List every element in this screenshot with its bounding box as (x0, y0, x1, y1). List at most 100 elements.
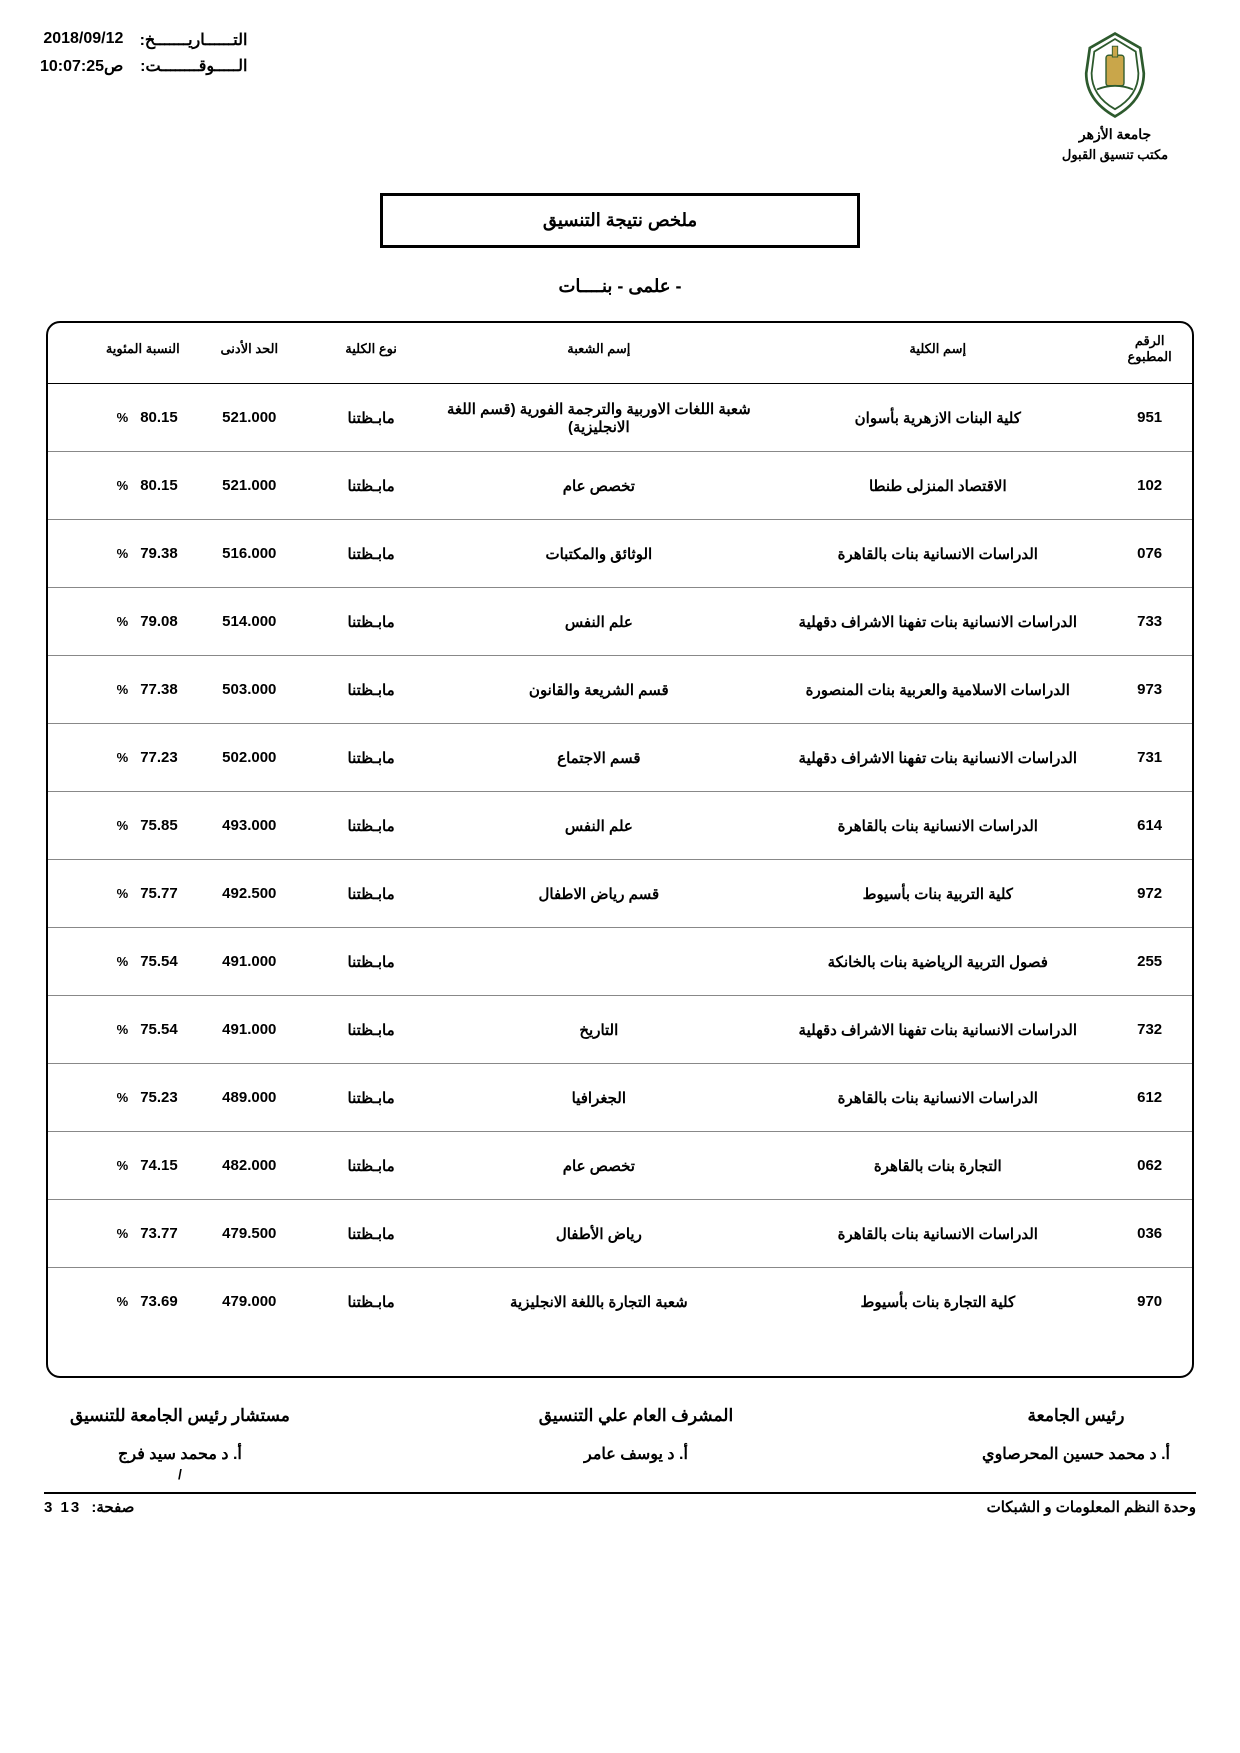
cell-min: 479.000 (186, 1268, 313, 1336)
signature-advisor: مستشار رئيس الجامعة للتنسيق أ. د محمد سي… (70, 1406, 290, 1482)
cell-type: مابـظتنا (313, 860, 430, 928)
cell-type: مابـظتنا (313, 1268, 430, 1336)
cell-college: كلية التربية بنات بأسيوط (768, 860, 1107, 928)
cell-dept (429, 928, 768, 996)
col-header-pct: النسبة المئوية (48, 323, 186, 384)
table-row: 102الاقتصاد المنزلى طنطاتخصص عاممابـظتنا… (48, 452, 1192, 520)
cell-college: الاقتصاد المنزلى طنطا (768, 452, 1107, 520)
cell-min: 489.000 (186, 1064, 313, 1132)
header-right-block: جامعة الأزهر مكتب تنسيق القبول (1030, 30, 1200, 163)
col-header-code: الرقم المطبوع (1107, 323, 1192, 384)
cell-pct: %75.85 (48, 792, 186, 860)
cell-code: 612 (1107, 1064, 1192, 1132)
table-header-row: الرقم المطبوع إسم الكلية إسم الشعبة نوع … (48, 323, 1192, 384)
cell-code: 255 (1107, 928, 1192, 996)
cell-college: كلية التجارة بنات بأسيوط (768, 1268, 1107, 1336)
table-row: 970كلية التجارة بنات بأسيوطشعبة التجارة … (48, 1268, 1192, 1336)
cell-college: الدراسات الاسلامية والعربية بنات المنصور… (768, 656, 1107, 724)
cell-type: مابـظتنا (313, 452, 430, 520)
cell-dept: علم النفس (429, 792, 768, 860)
cell-min: 492.500 (186, 860, 313, 928)
table-row: 973الدراسات الاسلامية والعربية بنات المن… (48, 656, 1192, 724)
cell-pct: %79.38 (48, 520, 186, 588)
cell-dept: شعبة اللغات الاوربية والترجمة الفورية (ق… (429, 384, 768, 452)
table-row: 255فصول التربية الرياضية بنات بالخانكةما… (48, 928, 1192, 996)
cell-college: الدراسات الانسانية بنات تفهنا الاشراف دق… (768, 724, 1107, 792)
cell-pct: %73.77 (48, 1200, 186, 1268)
cell-dept: علم النفس (429, 588, 768, 656)
signature-supervisor: المشرف العام علي التنسيق أ. د يوسف عامر (539, 1406, 733, 1482)
cell-dept: تخصص عام (429, 1132, 768, 1200)
cell-type: مابـظتنا (313, 1200, 430, 1268)
cell-type: مابـظتنا (313, 588, 430, 656)
cell-dept: قسم الاجتماع (429, 724, 768, 792)
cell-college: الدراسات الانسانية بنات بالقاهرة (768, 1064, 1107, 1132)
cell-pct: %75.54 (48, 996, 186, 1064)
cell-code: 102 (1107, 452, 1192, 520)
footer-page: صفحة: 3 13 (44, 1498, 134, 1516)
sig3-role: رئيس الجامعة (982, 1406, 1170, 1426)
cell-pct: %74.15 (48, 1132, 186, 1200)
cell-min: 503.000 (186, 656, 313, 724)
table-row: 036الدراسات الانسانية بنات بالقاهرةرياض … (48, 1200, 1192, 1268)
cell-type: مابـظتنا (313, 656, 430, 724)
subtitle: - علمى - بنــــات (40, 276, 1200, 297)
page-value: 3 13 (44, 1499, 81, 1516)
signature-president: رئيس الجامعة أ. د محمد حسين المحرصاوي (982, 1406, 1170, 1482)
cell-dept: التاريخ (429, 996, 768, 1064)
cell-type: مابـظتنا (313, 520, 430, 588)
table-row: 951كلية البنات الازهرية بأسوانشعبة اللغا… (48, 384, 1192, 452)
sig2-name: أ. د يوسف عامر (539, 1444, 733, 1464)
cell-code: 076 (1107, 520, 1192, 588)
footer-unit: وحدة النظم المعلومات و الشبكات (987, 1498, 1196, 1516)
cell-pct: %75.23 (48, 1064, 186, 1132)
cell-dept: الوثائق والمكتبات (429, 520, 768, 588)
cell-code: 732 (1107, 996, 1192, 1064)
cell-min: 491.000 (186, 996, 313, 1064)
cell-college: الدراسات الانسانية بنات تفهنا الاشراف دق… (768, 588, 1107, 656)
col-header-dept: إسم الشعبة (429, 323, 768, 384)
col-header-college: إسم الكلية (768, 323, 1107, 384)
cell-code: 972 (1107, 860, 1192, 928)
cell-min: 521.000 (186, 384, 313, 452)
cell-min: 479.500 (186, 1200, 313, 1268)
cell-min: 493.000 (186, 792, 313, 860)
university-logo (1070, 30, 1160, 120)
cell-type: مابـظتنا (313, 1064, 430, 1132)
results-table: الرقم المطبوع إسم الكلية إسم الشعبة نوع … (48, 323, 1192, 1336)
table-row: 733الدراسات الانسانية بنات تفهنا الاشراف… (48, 588, 1192, 656)
time-value: ص10:07:25 (40, 56, 123, 76)
date-value: 2018/09/12 (43, 30, 123, 50)
cell-code: 731 (1107, 724, 1192, 792)
cell-dept: تخصص عام (429, 452, 768, 520)
cell-code: 036 (1107, 1200, 1192, 1268)
time-label: الـــــوقــــــــت: (137, 56, 247, 76)
cell-min: 516.000 (186, 520, 313, 588)
cell-pct: %77.38 (48, 656, 186, 724)
col-header-type: نوع الكلية (313, 323, 430, 384)
page: جامعة الأزهر مكتب تنسيق القبول التــــــ… (0, 0, 1240, 1536)
cell-type: مابـظتنا (313, 996, 430, 1064)
office-name: مكتب تنسيق القبول (1030, 147, 1200, 163)
cell-min: 491.000 (186, 928, 313, 996)
results-table-wrap: الرقم المطبوع إسم الكلية إسم الشعبة نوع … (46, 321, 1194, 1378)
sig1-role: مستشار رئيس الجامعة للتنسيق (70, 1406, 290, 1426)
table-row: 062التجارة بنات بالقاهرةتخصص عاممابـظتنا… (48, 1132, 1192, 1200)
table-row: 612الدراسات الانسانية بنات بالقاهرةالجغر… (48, 1064, 1192, 1132)
cell-code: 062 (1107, 1132, 1192, 1200)
cell-min: 521.000 (186, 452, 313, 520)
table-row: 076الدراسات الانسانية بنات بالقاهرةالوثا… (48, 520, 1192, 588)
cell-college: فصول التربية الرياضية بنات بالخانكة (768, 928, 1107, 996)
cell-pct: %77.23 (48, 724, 186, 792)
sig1-slash: / (70, 1466, 290, 1482)
footer: وحدة النظم المعلومات و الشبكات صفحة: 3 1… (44, 1492, 1196, 1516)
col-header-min: الحد الأدنى (186, 323, 313, 384)
cell-code: 614 (1107, 792, 1192, 860)
cell-pct: %79.08 (48, 588, 186, 656)
title-box: ملخص نتيجة التنسيق (380, 193, 860, 248)
cell-college: التجارة بنات بالقاهرة (768, 1132, 1107, 1200)
cell-min: 502.000 (186, 724, 313, 792)
header: جامعة الأزهر مكتب تنسيق القبول التــــــ… (40, 30, 1200, 163)
cell-type: مابـظتنا (313, 384, 430, 452)
cell-pct: %80.15 (48, 452, 186, 520)
